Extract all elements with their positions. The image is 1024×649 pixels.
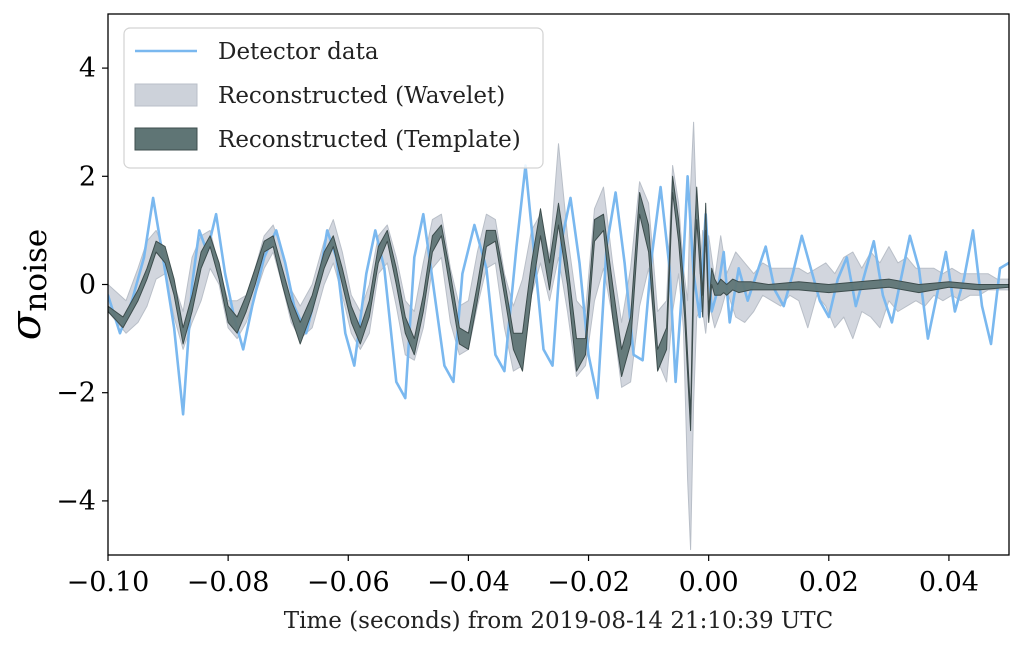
y-axis-label: σnoise — [1, 229, 54, 340]
legend-label-template: Reconstructed (Template) — [218, 127, 521, 153]
x-axis: −0.10 −0.08 −0.06 −0.04 −0.02 0.00 0.02 0.04 — [67, 555, 979, 598]
plot-frame — [107, 13, 1010, 556]
x-tick-label: 0.04 — [919, 567, 979, 598]
wavelet-band — [108, 121, 1009, 551]
y-tick-label: 2 — [79, 161, 96, 192]
x-tick-label: −0.08 — [187, 567, 270, 598]
x-tick-label: −0.04 — [427, 567, 510, 598]
y-tick-label: 4 — [79, 53, 96, 84]
plot-area — [108, 121, 1009, 551]
y-tick-label: −4 — [56, 486, 96, 517]
y-axis-label-base: σ — [1, 310, 50, 340]
y-tick-label: 0 — [79, 270, 96, 301]
legend-label-wavelet: Reconstructed (Wavelet) — [218, 83, 505, 109]
x-axis-label: Time (seconds) from 2019-08-14 21:10:39 … — [284, 608, 834, 634]
x-tick-label: −0.06 — [307, 567, 390, 598]
legend-label-detector: Detector data — [218, 39, 379, 65]
legend: Detector data Reconstructed (Wavelet) Reco… — [123, 27, 544, 169]
x-tick-label: 0.00 — [679, 567, 739, 598]
y-tick-label: −2 — [56, 378, 96, 409]
legend-swatch-template — [134, 127, 198, 151]
x-tick-label: −0.02 — [547, 567, 630, 598]
template-band — [108, 175, 1009, 432]
x-tick-label: −0.10 — [67, 567, 150, 598]
legend-swatch-wavelet — [134, 83, 198, 107]
x-tick-label: 0.02 — [799, 567, 859, 598]
y-axis: −4 −2 0 2 4 — [56, 53, 108, 517]
legend-box — [123, 27, 544, 169]
y-axis-label-subscript: noise — [18, 229, 54, 312]
